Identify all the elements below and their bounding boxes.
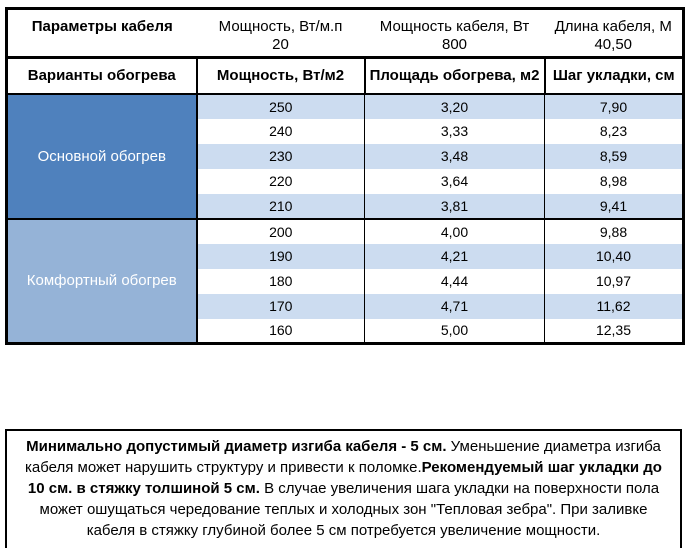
note-segment: В случае увеличения шага укладки на пове…: [39, 480, 660, 539]
cable-parameters-table: Параметры кабеля Мощность, Вт/м.п Мощнос…: [5, 7, 685, 345]
params-value-power-per-m: 20: [272, 35, 289, 53]
step-cell: 9,41: [544, 193, 684, 219]
table-row: 210 3,81 9,41: [7, 193, 684, 219]
power-cell: 250: [196, 93, 365, 119]
group-label-main-heating: Основной обогрев: [6, 93, 198, 219]
params-header-cable-length: Длина кабеля, М: [554, 17, 672, 35]
step-cell: 12,35: [544, 318, 684, 344]
params-values-row: 20 800 40,50: [7, 36, 684, 58]
step-cell: 8,23: [544, 118, 684, 144]
power-cell: 210: [196, 193, 365, 219]
note-segment: Уменьшение диаметра изгиба кабеля может …: [25, 438, 661, 476]
variants-header-power: Мощность, Вт/м2: [195, 56, 366, 95]
table-row: Основной обогрев 250 3,20 7,90: [6, 93, 684, 219]
group-label-comfort-heating: Комфортный обогрев: [6, 217, 198, 344]
params-header-power-per-m: Мощность, Вт/м.п: [218, 17, 343, 35]
step-cell: 7,90: [544, 93, 684, 119]
params-value-cable-length: 40,50: [594, 35, 633, 53]
params-value-cable-power: 800: [441, 35, 468, 53]
table-row: 190 4,21 10,40: [7, 243, 684, 269]
variants-header-row: Варианты обогрева Мощность, Вт/м2 Площад…: [5, 56, 685, 95]
area-cell: 3,48: [364, 143, 545, 169]
table-row: 170 4,71 11,62: [7, 293, 684, 319]
step-cell: 10,40: [544, 243, 684, 269]
table-row: 230 3,48 8,59: [7, 143, 684, 169]
area-cell: 4,00: [364, 217, 545, 244]
variants-title: Варианты обогрева: [5, 56, 198, 95]
step-cell: 11,62: [544, 293, 684, 319]
step-cell: 10,97: [544, 268, 684, 294]
power-cell: 170: [196, 293, 365, 319]
step-cell: 8,98: [544, 168, 684, 194]
power-cell: 160: [196, 318, 365, 344]
table-row: Комфортный обогрев 200 4,00 9,88: [6, 217, 684, 344]
step-cell: 9,88: [544, 217, 684, 244]
params-header-cable-power: Мощность кабеля, Вт: [379, 17, 530, 35]
power-cell: 190: [196, 243, 365, 269]
power-cell: 240: [196, 118, 365, 144]
table-row: 160 5,00 12,35: [7, 318, 684, 344]
table-row: 240 3,33 8,23: [7, 118, 684, 144]
params-empty-cell: [7, 36, 197, 58]
power-cell: 200: [196, 217, 365, 244]
area-cell: 4,71: [364, 293, 545, 319]
area-cell: 3,64: [364, 168, 545, 194]
area-cell: 3,20: [364, 93, 545, 119]
area-cell: 5,00: [364, 318, 545, 344]
note-text: Минимально допустимый диаметр изгиба каб…: [15, 436, 672, 541]
area-cell: 4,44: [364, 268, 545, 294]
power-cell: 180: [196, 268, 365, 294]
area-cell: 4,21: [364, 243, 545, 269]
table-row: 220 3,64 8,98: [7, 168, 684, 194]
table-row: 180 4,44 10,97: [7, 268, 684, 294]
params-title: Параметры кабеля: [31, 17, 173, 35]
variants-header-step: Шаг укладки, см: [543, 56, 685, 95]
note-segment-bold: Рекомендуемый шаг укладки до 10 см. в ст…: [27, 459, 662, 497]
variants-header-area: Площадь обогрева, м2: [363, 56, 546, 95]
note-box: Минимально допустимый диаметр изгиба каб…: [5, 429, 682, 548]
note-segment-bold: Минимально допустимый диаметр изгиба каб…: [26, 438, 447, 455]
params-header-row: Параметры кабеля Мощность, Вт/м.п Мощнос…: [7, 9, 684, 36]
area-cell: 3,33: [364, 118, 545, 144]
area-cell: 3,81: [364, 193, 545, 219]
power-cell: 220: [196, 168, 365, 194]
step-cell: 8,59: [544, 143, 684, 169]
power-cell: 230: [196, 143, 365, 169]
